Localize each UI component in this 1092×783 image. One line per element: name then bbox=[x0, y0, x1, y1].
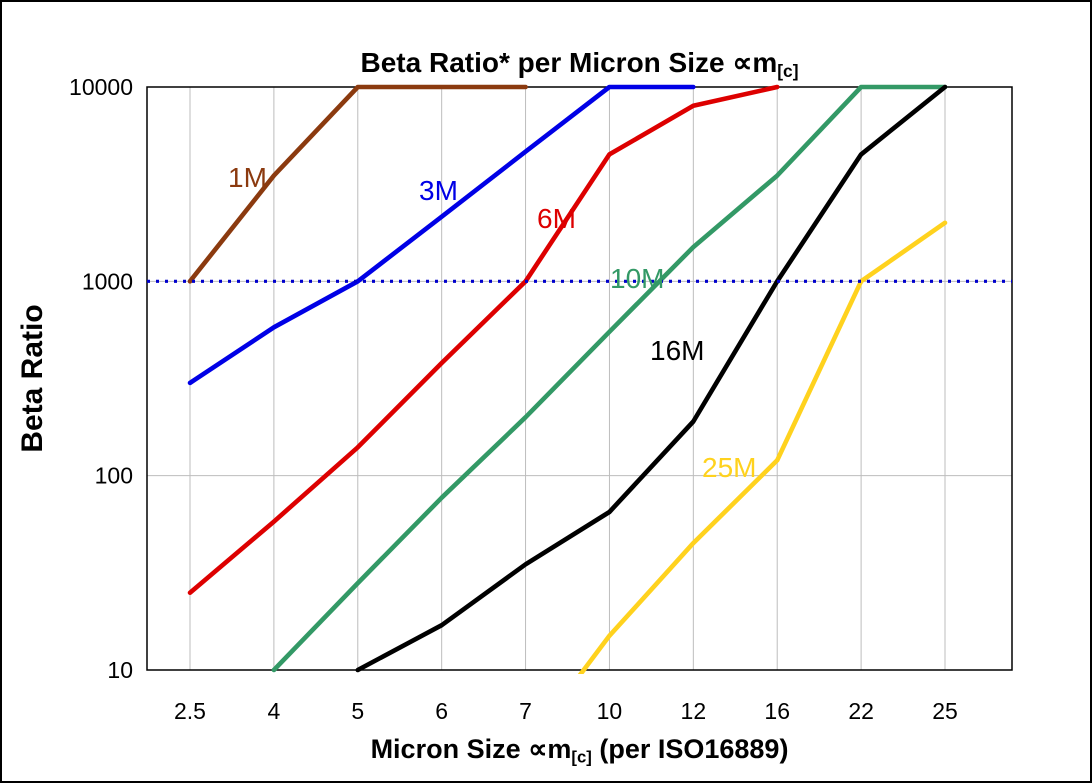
x-axis-title-symbol: ∝m bbox=[528, 734, 572, 764]
y-axis-title: Beta Ratio bbox=[16, 304, 49, 452]
series-label-25m: 25M bbox=[702, 452, 756, 483]
chart-title: Beta Ratio* per Micron Size ∝m[c] bbox=[147, 46, 1012, 82]
series-line-1m bbox=[187, 84, 528, 284]
x-axis-title: Micron Size ∝m[c] (per ISO16889) bbox=[147, 734, 1012, 768]
chart-title-symbol: ∝m bbox=[732, 47, 778, 78]
series-line-3m bbox=[187, 84, 696, 386]
series-label-1m: 1M bbox=[228, 162, 267, 193]
series-group bbox=[187, 84, 948, 674]
series-line-10m bbox=[271, 84, 948, 673]
series-line-6m bbox=[187, 84, 780, 596]
x-tick-label: 25 bbox=[932, 698, 958, 724]
x-axis-title-text: Micron Size bbox=[370, 734, 529, 764]
x-tick-label: 10 bbox=[597, 698, 623, 724]
series-line-25m bbox=[577, 220, 948, 674]
x-tick-label: 7 bbox=[519, 698, 532, 724]
y-tick-label: 10000 bbox=[69, 74, 133, 100]
x-axis-title-subscript: [c] bbox=[571, 747, 592, 767]
y-tick-label: 10 bbox=[107, 657, 133, 683]
x-tick-label: 6 bbox=[435, 698, 448, 724]
chart-title-subscript: [c] bbox=[777, 60, 799, 81]
x-tick-label: 5 bbox=[351, 698, 364, 724]
plot-frame bbox=[146, 86, 1013, 671]
series-label-16m: 16M bbox=[650, 335, 704, 366]
y-tick-label: 1000 bbox=[82, 268, 133, 294]
series-label-10m: 10M bbox=[610, 263, 664, 294]
y-tick-label: 100 bbox=[95, 463, 133, 489]
chart-title-text: Beta Ratio* per Micron Size bbox=[360, 47, 733, 78]
x-tick-label: 22 bbox=[848, 698, 874, 724]
series-label-6m: 6M bbox=[537, 203, 576, 234]
x-tick-label: 4 bbox=[267, 698, 280, 724]
x-tick-label: 2.5 bbox=[174, 698, 206, 724]
x-axis-title-suffix: (per ISO16889) bbox=[591, 734, 789, 764]
series-line-16m bbox=[355, 84, 948, 673]
series-label-3m: 3M bbox=[419, 175, 458, 206]
x-tick-label: 12 bbox=[681, 698, 707, 724]
x-tick-label: 16 bbox=[764, 698, 790, 724]
